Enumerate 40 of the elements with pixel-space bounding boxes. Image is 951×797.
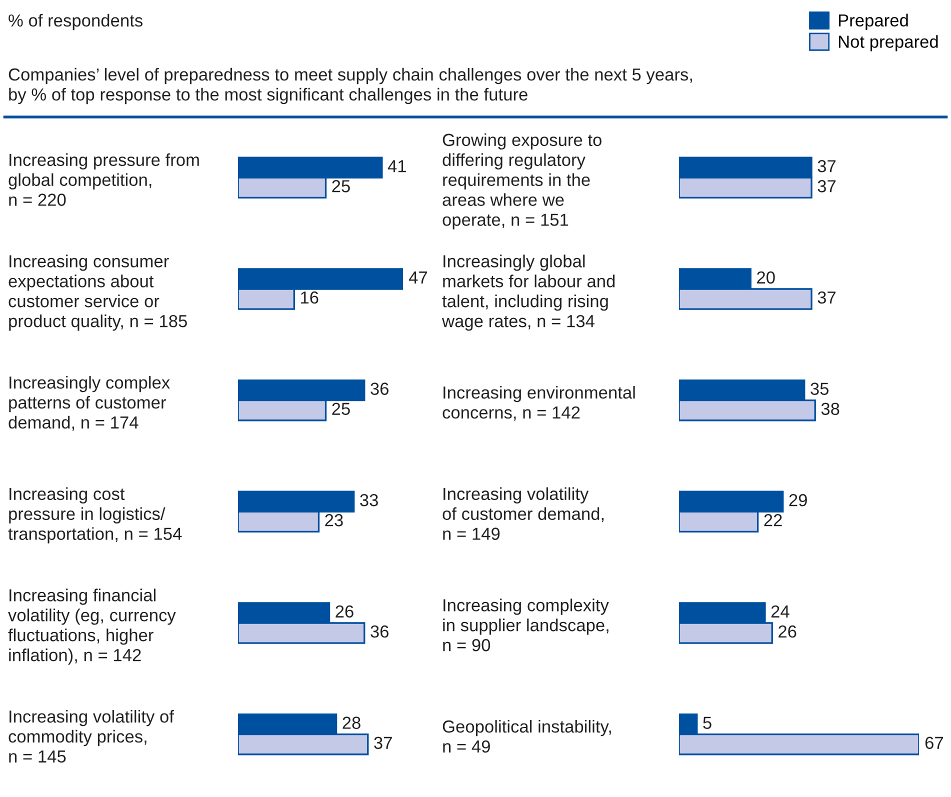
y-tick-label: Growing exposure to differing regulatory requirements in the areas where we operate, n = 151: [442, 133, 602, 230]
data-label: 26: [336, 605, 354, 618]
y-tick-label: Increasing volatility of commodity prices, n = 145: [8, 710, 174, 763]
y-tick-label: Geopolitical instability, n = 49: [442, 720, 611, 753]
data-label: 37: [374, 736, 392, 750]
data-label: 25: [332, 180, 350, 192]
legend-label: Prepared: [838, 14, 908, 30]
y-tick-label: Increasing volatility of customer demand, n = 149: [442, 487, 604, 540]
data-label: 22: [764, 514, 782, 526]
y-tick-label: Increasing consumer expectations about customer service or product quality, n = 185: [8, 254, 187, 331]
data-label: 37: [818, 291, 836, 304]
data-label: 20: [757, 271, 775, 284]
data-label: 35: [810, 382, 829, 395]
data-label: 23: [325, 514, 343, 526]
data-label: 47: [408, 272, 427, 284]
data-label: 16: [301, 291, 318, 304]
y-tick-label: Increasingly global markets for labour and talent, including rising wage rates, n = 134: [442, 254, 615, 331]
data-label: 67: [925, 736, 943, 750]
y-tick-label: Increasing complexity in supplier landscape, n = 90: [443, 598, 609, 652]
data-label: 24: [771, 605, 790, 618]
data-label: 36: [370, 382, 388, 395]
legend-label: Not prepared: [838, 35, 938, 52]
text: % of respondents: [8, 14, 142, 30]
y-tick-label: Increasingly complex patterns of customer demand, n = 174: [8, 376, 170, 431]
data-label: 37: [818, 180, 836, 192]
data-label: 33: [360, 494, 378, 506]
data-label: 28: [342, 716, 360, 729]
data-label: 26: [778, 625, 796, 638]
data-label: 37: [818, 160, 836, 172]
y-tick-label: Increasing environmental concerns, n = 142: [442, 386, 635, 421]
y-tick-label: Increasing cost pressure in logistics/ transportation, n = 154: [8, 487, 182, 544]
chart-subtitle: Companies’ level of preparedness to meet supply chain challenges over the next 5 years, by % of top response to the most significant challenges in the future: [8, 68, 692, 104]
data-label: 29: [789, 494, 807, 506]
y-tick-label: Increasing financial volatility (eg, currency fluctuations, higher inflation), n = 142: [8, 588, 176, 665]
y-tick-label: Increasing pressure from global competition, n = 220: [8, 153, 199, 206]
data-label: 36: [370, 625, 388, 638]
data-label: 5: [703, 716, 712, 729]
data-label: 38: [821, 402, 840, 416]
data-label: 25: [332, 402, 350, 416]
data-label: 41: [388, 160, 406, 172]
